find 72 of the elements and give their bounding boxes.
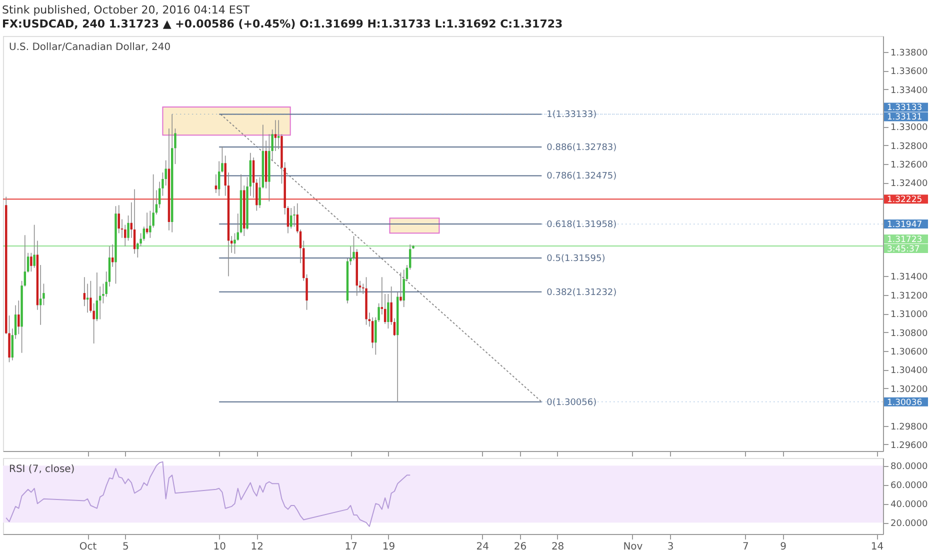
line-series: [6, 461, 411, 527]
x-tick-label: 7: [742, 542, 749, 550]
x-tick-label: 9: [780, 542, 786, 550]
candlestick: [218, 160, 220, 196]
y-tick-label: 1.33400: [890, 86, 928, 96]
candlestick: [146, 212, 148, 235]
chart-subtitle: FX:USDCAD, 240 1.31723 ▲ +0.00586 (+0.45%) O:1.31699 H:1.31733 L:1.31692 C:1.31723: [2, 18, 563, 30]
y-tick-label: 1.33600: [890, 67, 928, 78]
candlestick: [133, 188, 136, 254]
y-tick-label: 60.0000: [890, 481, 928, 492]
x-tick-label: 19: [382, 542, 396, 550]
annotation: 1.33133: [887, 103, 922, 114]
x-tick-label: 24: [476, 542, 490, 550]
y-tick-label: 1.30200: [890, 384, 928, 395]
ref-line-label: 1.32225: [887, 195, 922, 206]
y-tick-label: 1.32400: [890, 179, 928, 190]
y-tick-label: 1.32800: [890, 142, 928, 152]
x-tick-label: 28: [551, 542, 564, 550]
candlestick: [274, 120, 277, 152]
annotation: 1.33131: [887, 112, 922, 123]
candlestick: [352, 236, 355, 261]
x-tick-label: Nov: [623, 542, 643, 550]
x-tick-label: 12: [250, 542, 264, 550]
y-tick-label: 40.0000: [890, 500, 928, 510]
y-tick-label: 20.0000: [890, 519, 928, 530]
candlestick: [371, 316, 374, 349]
y-tick-label: 1.31400: [890, 272, 928, 283]
x-tick-label: 3: [667, 542, 674, 550]
y-tick-label: 1.31000: [890, 310, 928, 320]
candlestick: [18, 300, 20, 335]
y-tick-label: 1.30400: [890, 366, 928, 376]
y-tick-label: 1.30600: [890, 347, 928, 358]
y-tick-label: 1.30800: [890, 328, 928, 339]
y-tick-label: 1.31200: [890, 291, 928, 302]
candlestick: [96, 272, 98, 322]
candlestick: [387, 294, 390, 329]
series-label: 0.382(1.31232): [546, 288, 617, 298]
candlestick: [402, 269, 405, 308]
annotation: 1.30036: [887, 398, 922, 408]
series-label: 0.5(1.31595): [546, 254, 606, 264]
candlestick: [118, 204, 120, 234]
candlestick: [30, 252, 32, 272]
y-tick-label: 1.32600: [890, 160, 928, 171]
x-tick-label: Oct: [79, 542, 97, 550]
y-tick-label: 80.0000: [890, 462, 928, 472]
y-tick-label: 1.29800: [890, 422, 928, 432]
candlestick: [86, 283, 89, 314]
annotation: U.S. Dollar/Canadian Dollar, 240: [9, 42, 171, 53]
x-tick-label: 26: [514, 542, 527, 550]
x-tick-label: 17: [344, 542, 358, 550]
y-tick-label: 1.33800: [890, 48, 928, 58]
candlestick: [33, 224, 36, 268]
candlestick: [39, 264, 42, 326]
annotation: RSI (7, close): [9, 464, 75, 475]
y-tick-label: 1.29600: [890, 440, 928, 451]
x-tick-label: 10: [213, 542, 226, 550]
candlestick: [400, 272, 402, 302]
candlestick: [293, 206, 296, 228]
series-label: 0.786(1.32475): [546, 172, 617, 182]
series-label: 1(1.33133): [546, 110, 597, 120]
x-tick-label: 14: [870, 542, 884, 550]
series-label: 0(1.30056): [546, 398, 597, 408]
y-tick-label: 1.33000: [890, 123, 928, 134]
x-tick-label: 5: [122, 542, 129, 550]
series-label: 0.886(1.32783): [546, 142, 617, 153]
ref-line-label: 1.31723: [887, 235, 922, 246]
series-label: 0.618(1.31958): [546, 220, 617, 230]
chart-title: Stink published, October 20, 2016 04:14 EST: [2, 4, 250, 16]
annotation: 1.31947: [887, 220, 922, 230]
text: 3:45:37: [887, 244, 920, 255]
candlestick: [214, 174, 218, 194]
candlestick: [277, 120, 280, 150]
